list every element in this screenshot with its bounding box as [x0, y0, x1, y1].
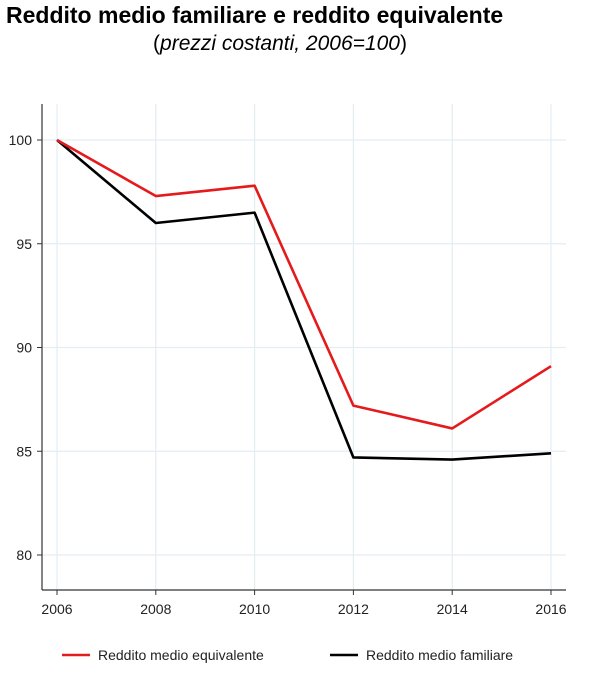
legend: Reddito medio equivalente Reddito medio f…	[62, 647, 513, 663]
x-tick-label: 2008	[140, 601, 171, 617]
tick-labels: 80 85 90 95 100 2006 2008 2010 2012 2014 2016	[9, 132, 567, 617]
x-tick-label: 2014	[437, 601, 468, 617]
x-tick-label: 2010	[239, 601, 270, 617]
legend-label: Reddito medio equivalente	[98, 647, 264, 663]
legend-label: Reddito medio familiare	[366, 647, 513, 663]
chart-subtitle: (prezzi costanti, 2006=100)	[153, 32, 407, 55]
x-tick-label: 2012	[338, 601, 369, 617]
chart-title: Reddito medio familiare e reddito equiva…	[6, 2, 504, 28]
axes	[37, 104, 566, 595]
y-tick-label: 95	[16, 236, 32, 252]
y-tick-label: 100	[9, 132, 33, 148]
series-lines	[56, 138, 552, 461]
y-tick-label: 80	[16, 547, 32, 563]
y-tick-label: 90	[16, 340, 32, 356]
x-tick-label: 2016	[535, 601, 566, 617]
y-tick-label: 85	[16, 443, 32, 459]
series-line-reddito-medio-equivalente	[56, 138, 552, 430]
x-tick-label: 2006	[41, 601, 72, 617]
series-line-reddito-medio-familiare	[56, 139, 552, 461]
